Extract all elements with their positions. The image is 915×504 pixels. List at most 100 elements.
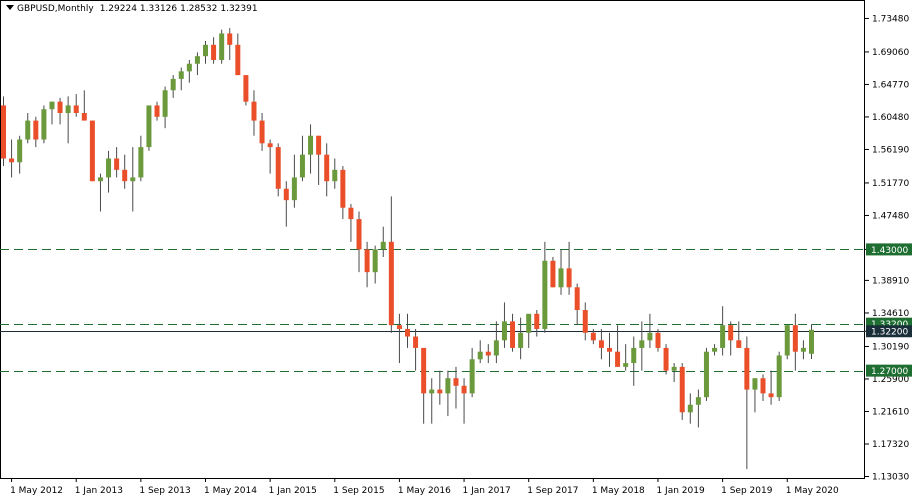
y-tick-label-9: 1.34610 [872, 309, 909, 319]
candle-body-68 [550, 260, 556, 288]
x-tick-label-6: 1 May 2016 [398, 486, 451, 496]
candle-body-8 [65, 105, 71, 114]
candle-body-35 [283, 188, 289, 201]
current-price-box [866, 325, 912, 338]
x-tick-label-11: 1 Sep 2019 [721, 486, 773, 496]
candle-body-33 [267, 143, 273, 148]
y-tick-label-2: 1.64770 [872, 80, 909, 90]
candle-body-84 [679, 366, 685, 413]
candle-body-25 [203, 44, 208, 57]
candle-body-75 [607, 347, 612, 352]
candle-body-19 [154, 105, 160, 117]
x-tick-label-8: 1 Sep 2017 [527, 486, 578, 496]
ohlc-open: 1.29224 [99, 4, 137, 14]
x-tick-label-10: 1 Jan 2019 [656, 486, 704, 496]
candle-body-26 [211, 44, 217, 60]
x-tick-label-12: 1 May 2020 [786, 486, 839, 496]
candle-body-67 [542, 260, 548, 329]
candle-body-24 [194, 56, 200, 64]
candle-body-13 [106, 158, 112, 178]
ohlc-low: 1.28532 [180, 4, 218, 14]
candle-body-31 [251, 101, 257, 121]
y-tick-label-1: 1.69060 [872, 48, 909, 58]
candle-body-60 [485, 351, 491, 356]
x-tick-label-1: 1 Jan 2013 [75, 486, 123, 496]
symbol-label: GBPUSD,Monthly [17, 4, 94, 14]
candle-body-14 [114, 158, 120, 170]
candle-body-45 [364, 249, 370, 273]
y-tick-label-3: 1.60480 [872, 113, 909, 123]
candle-body-96 [776, 355, 782, 398]
y-tick-label-13: 1.21610 [872, 407, 909, 417]
candle-body-9 [73, 105, 79, 114]
candle-body-98 [792, 325, 798, 352]
candle-body-12 [97, 177, 103, 182]
candle-body-88 [712, 347, 718, 352]
candle-body-32 [259, 120, 265, 144]
candle-body-43 [348, 207, 354, 220]
candle-body-37 [299, 154, 305, 178]
candle-body-54 [437, 389, 443, 394]
candle-body-65 [526, 313, 532, 333]
candle-body-3 [25, 120, 31, 140]
candle-body-0 [1, 105, 6, 159]
candle-body-57 [461, 385, 467, 394]
candle-body-7 [57, 101, 63, 114]
x-tick-label-3: 1 May 2014 [204, 486, 257, 496]
x-tick-label-5: 1 Sep 2015 [333, 486, 384, 496]
candle-body-50 [405, 328, 410, 337]
y-tick-label-4: 1.56190 [872, 145, 909, 155]
candle-body-72 [582, 310, 588, 333]
candle-body-20 [162, 90, 168, 117]
candle-body-89 [720, 325, 726, 348]
candle-body-28 [227, 33, 233, 45]
candle-body-36 [291, 177, 297, 201]
candle-body-63 [510, 321, 516, 348]
candle-body-49 [396, 325, 402, 329]
y-tick-label-5: 1.51770 [872, 179, 909, 189]
x-tick-label-7: 1 Jan 2017 [463, 486, 511, 496]
candle-body-97 [784, 325, 790, 356]
ohlc-close: 1.32391 [220, 4, 258, 14]
candle-body-83 [671, 366, 677, 371]
candle-body-18 [146, 105, 152, 148]
candle-body-86 [695, 397, 701, 405]
y-tick-label-6: 1.47480 [872, 211, 909, 221]
candle-body-44 [356, 219, 362, 250]
candle-body-48 [388, 241, 394, 326]
candle-body-100 [809, 329, 814, 354]
candle-body-55 [445, 378, 451, 394]
candle-body-22 [178, 71, 184, 79]
candle-body-6 [49, 101, 55, 110]
candle-body-40 [324, 154, 330, 182]
candle-body-4 [33, 120, 39, 140]
candle-body-23 [186, 63, 192, 72]
candle-body-56 [453, 378, 459, 386]
candle-body-27 [219, 33, 225, 60]
x-tick-label-2: 1 Sep 2013 [139, 486, 190, 496]
y-tick-label-11: 1.30190 [872, 342, 909, 352]
y-tick-label-15: 1.13030 [872, 473, 909, 483]
level-label-0: 1.43000 [871, 246, 908, 256]
x-tick-label-4: 1 Jan 2015 [269, 486, 317, 496]
y-tick-label-8: 1.38910 [872, 276, 909, 286]
level-label-2: 1.27000 [871, 367, 908, 377]
candle-body-47 [380, 241, 386, 250]
candle-body-77 [623, 363, 629, 367]
candle-body-70 [566, 268, 572, 288]
candle-body-78 [631, 347, 637, 364]
candle-body-80 [647, 332, 653, 341]
candle-body-94 [760, 378, 766, 394]
y-tick-label-14: 1.17320 [872, 440, 909, 450]
candle-body-91 [736, 340, 742, 348]
chart-menu-triangle-icon[interactable] [6, 5, 14, 10]
y-tick-label-0: 1.73480 [872, 14, 909, 24]
candle-body-93 [752, 378, 758, 390]
candle-body-41 [332, 169, 338, 182]
candle-body-59 [477, 351, 483, 360]
plot-frame [0, 0, 865, 479]
candle-body-30 [243, 75, 249, 102]
candle-body-2 [17, 139, 23, 163]
candle-body-5 [41, 109, 47, 140]
